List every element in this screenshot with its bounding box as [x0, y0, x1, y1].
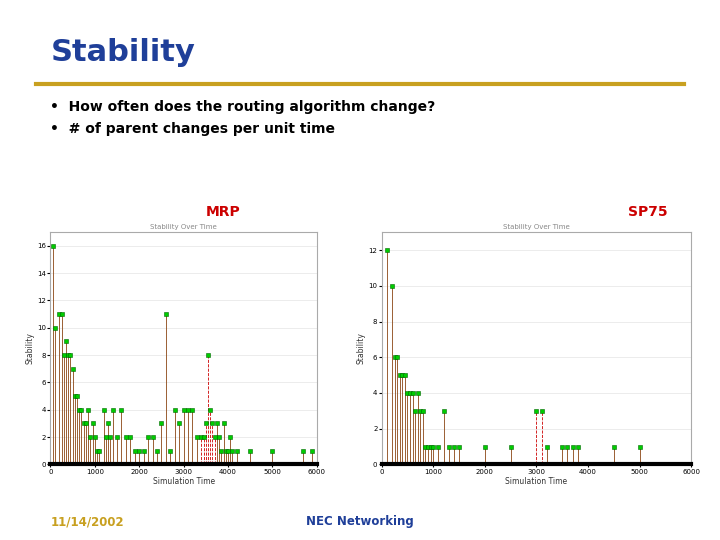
X-axis label: Simulation Time: Simulation Time — [153, 477, 215, 487]
X-axis label: Simulation Time: Simulation Time — [505, 477, 567, 487]
Y-axis label: Stability: Stability — [356, 332, 366, 365]
Title: Stability Over Time: Stability Over Time — [503, 225, 570, 231]
Text: •  # of parent changes per unit time: • # of parent changes per unit time — [50, 122, 336, 136]
Y-axis label: Stability: Stability — [25, 332, 35, 365]
Text: MRP: MRP — [206, 205, 240, 219]
Text: SP75: SP75 — [628, 205, 668, 219]
Text: NEC Networking: NEC Networking — [306, 515, 414, 528]
Text: •  How often does the routing algorithm change?: • How often does the routing algorithm c… — [50, 100, 436, 114]
Text: 11/14/2002: 11/14/2002 — [50, 515, 124, 528]
Title: Stability Over Time: Stability Over Time — [150, 225, 217, 231]
Text: Stability: Stability — [50, 38, 195, 67]
